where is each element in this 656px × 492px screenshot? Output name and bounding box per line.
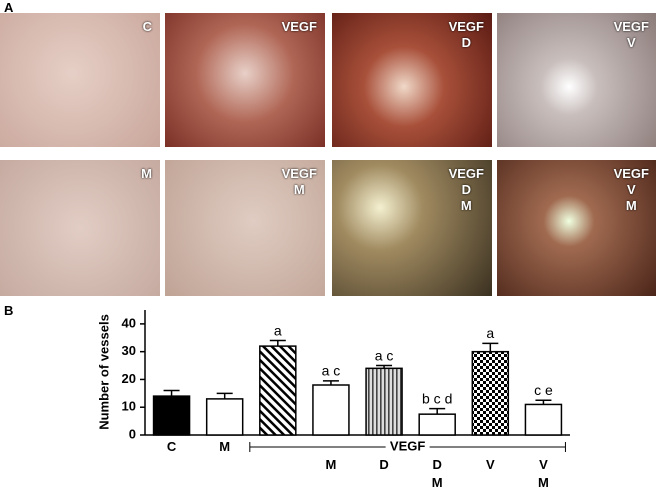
x-tick-label: D M: [431, 457, 443, 490]
annotation: b c d: [422, 390, 452, 406]
bar: [312, 384, 350, 436]
y-tick-label: 20: [122, 371, 136, 386]
y-tick-label: 40: [122, 315, 136, 330]
annotation: a: [486, 325, 494, 341]
annotation: c e: [534, 382, 553, 398]
photo-label: C: [142, 19, 152, 34]
y-tick-label: 30: [122, 343, 136, 358]
group-label: VEGF: [390, 438, 425, 453]
x-tick-label: D: [379, 457, 389, 472]
bar: [471, 350, 510, 436]
y-tick-label: 0: [129, 426, 136, 441]
photo: VEGF M: [165, 160, 325, 296]
panel-label: A: [4, 0, 14, 15]
photo: M: [0, 160, 160, 296]
photo: VEGF V: [497, 13, 656, 147]
x-tick-label: V: [485, 457, 495, 472]
photo-label: M: [141, 166, 152, 181]
photo-label: VEGF M: [281, 166, 317, 197]
x-tick-label: C: [166, 439, 177, 454]
bar: [524, 403, 563, 436]
x-tick-label: V M: [538, 457, 549, 490]
panel-label: B: [4, 303, 14, 318]
photo-label: VEGF V: [613, 19, 649, 50]
bar: [365, 367, 403, 436]
bar: [259, 345, 297, 436]
bar: [152, 395, 191, 436]
photo: VEGF V M: [497, 160, 656, 296]
bar: [205, 398, 244, 436]
annotation: a: [274, 322, 282, 338]
x-tick-label: M: [219, 439, 231, 454]
bar: [418, 413, 456, 436]
photo-label: VEGF: [281, 19, 317, 34]
annotation: a c: [375, 347, 394, 363]
photo: VEGF D M: [332, 160, 492, 296]
photo-label: VEGF D M: [448, 166, 484, 213]
photo: C: [0, 13, 160, 147]
y-axis-label: Number of vessels: [96, 314, 111, 430]
annotation: a c: [322, 363, 341, 379]
y-tick-label: 10: [122, 399, 136, 414]
x-tick-label: M: [325, 457, 337, 472]
photo-label: VEGF D: [448, 19, 484, 50]
photo: VEGF: [165, 13, 325, 147]
photo-label: VEGF V M: [613, 166, 649, 213]
photo: VEGF D: [332, 13, 492, 147]
